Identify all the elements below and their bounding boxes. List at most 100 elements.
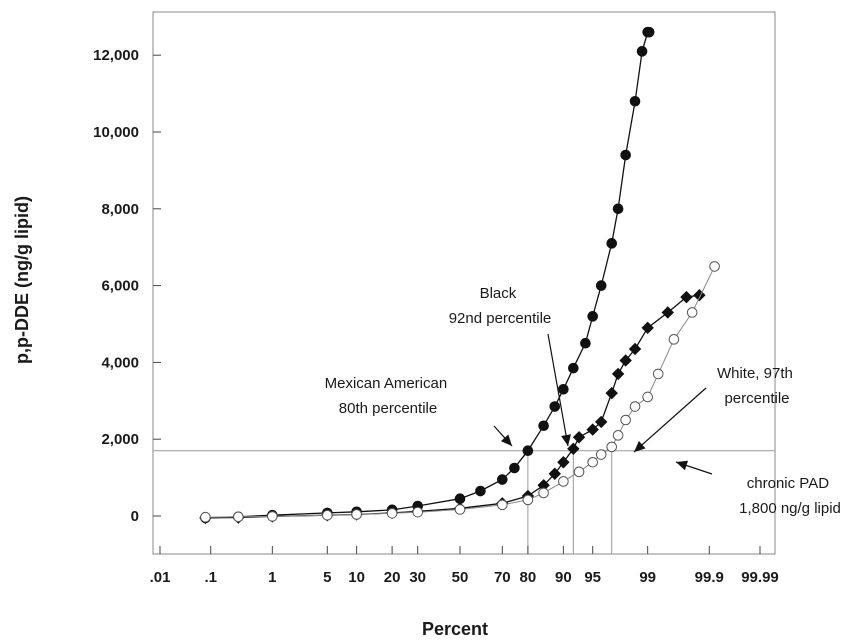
x-tick-label: 99 (639, 569, 656, 586)
data-point (636, 46, 648, 57)
data-point (686, 307, 698, 318)
data-point (612, 203, 624, 215)
y-tick-label: 12,000 (93, 47, 139, 64)
data-point (497, 499, 508, 511)
black-arrow-head (561, 434, 571, 446)
data-point (522, 494, 534, 506)
data-point (573, 466, 585, 478)
data-point (386, 508, 398, 519)
data-point (509, 462, 520, 474)
x-tick-label: 99.9 (695, 569, 724, 586)
y-tick-label: 0 (131, 508, 139, 525)
data-point (568, 362, 579, 374)
data-point (538, 487, 549, 499)
data-point (267, 511, 278, 522)
data-point (497, 474, 508, 485)
data-point (628, 342, 642, 356)
data-point (558, 383, 569, 395)
white-label-line2: percentile (724, 390, 789, 407)
black-label-line1: Black (480, 285, 517, 302)
data-point (522, 445, 534, 457)
series-line-1 (205, 294, 700, 519)
data-point (475, 485, 486, 497)
data-point (586, 423, 599, 436)
data-point (668, 334, 680, 345)
data-point (567, 442, 580, 456)
data-point (595, 415, 608, 429)
data-point (606, 441, 618, 453)
y-tick-label: 2,000 (101, 431, 139, 448)
black-label-line2: 92nd percentile (449, 310, 552, 327)
data-point (643, 26, 655, 38)
white-arrow-head (634, 440, 646, 452)
black-arrow (547, 333, 569, 447)
data-point (612, 430, 624, 441)
data-point (454, 504, 466, 515)
black-annotation: Black 92nd percentile (449, 285, 552, 327)
white-arrow (633, 387, 707, 453)
series-line-2 (205, 266, 716, 518)
data-point (233, 511, 244, 523)
data-point (587, 456, 598, 468)
data-point (538, 420, 549, 432)
data-point (620, 414, 631, 426)
x-tick-label: 50 (452, 569, 469, 586)
data-point (557, 456, 570, 469)
data-point (641, 321, 654, 335)
data-point (709, 261, 720, 272)
data-point (412, 506, 423, 518)
x-tick-label: 90 (555, 569, 572, 586)
white-label-line1: White, 97th (717, 365, 793, 382)
x-tick-label: 70 (494, 569, 511, 586)
data-point (661, 306, 674, 319)
y-axis-title: p,p-DDE (ng/g lipid) (12, 196, 32, 364)
x-tick-label: 80 (520, 569, 537, 586)
data-point (595, 449, 607, 460)
mexican-american-label-line2: 80th percentile (339, 400, 437, 417)
chronic-pad-arrow-head (676, 460, 689, 471)
data-point (605, 386, 618, 400)
data-point (619, 354, 632, 367)
white-annotation: White, 97th percentile (717, 365, 797, 407)
mexican-american-annotation: Mexican American 80th percentile (325, 375, 452, 417)
x-tick-label: 20 (384, 569, 401, 586)
y-tick-label: 10,000 (93, 124, 139, 141)
x-tick-label: 99.99 (741, 569, 779, 586)
data-point (558, 476, 569, 487)
data-point (200, 511, 211, 523)
data-point (351, 509, 362, 520)
chronic-pad-annotation: chronic PAD 1,800 ng/g lipid (739, 475, 841, 517)
mexican-american-label-line1: Mexican American (325, 375, 448, 392)
data-point (549, 401, 561, 412)
x-tick-label: 1 (268, 569, 276, 586)
mexican-american-arrow-head (500, 434, 512, 446)
data-point (620, 149, 631, 161)
x-tick-label: 30 (409, 569, 426, 586)
series-line-0 (205, 31, 650, 519)
data-point (572, 431, 586, 444)
data-point (680, 290, 693, 304)
data-point (548, 467, 561, 480)
y-tick-label: 4,000 (101, 354, 139, 371)
data-point (611, 367, 625, 381)
data-point (693, 288, 706, 302)
data-point (580, 337, 591, 349)
data-point (642, 391, 653, 403)
x-tick-label: 10 (348, 569, 365, 586)
x-tick-label: 95 (584, 569, 601, 586)
data-point (629, 401, 641, 412)
chronic-pad-label-line1: chronic PAD (747, 475, 829, 492)
data-point (587, 311, 598, 322)
data-point (629, 95, 641, 107)
x-tick-label: .1 (204, 569, 217, 586)
data-point (454, 493, 466, 505)
chronic-pad-label-line2: 1,800 ng/g lipid (739, 500, 841, 517)
data-point (595, 280, 607, 291)
y-tick-label: 8,000 (101, 201, 139, 218)
x-tick-label: 5 (323, 569, 331, 586)
y-tick-label: 6,000 (101, 278, 139, 295)
data-point (652, 368, 664, 380)
plot-frame (152, 11, 776, 555)
data-point (322, 509, 333, 521)
